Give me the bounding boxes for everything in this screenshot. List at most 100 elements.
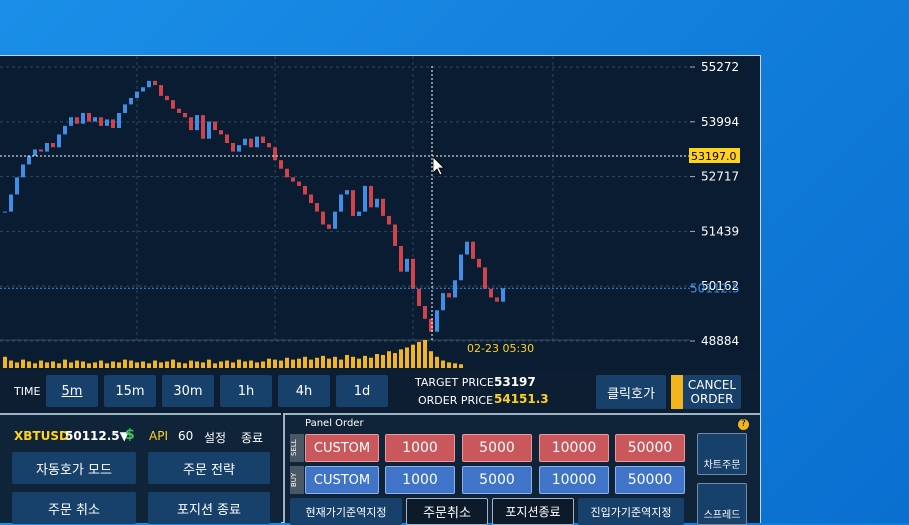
panel-title: Panel Order [305,418,364,429]
action-button[interactable]: 주문취소 [406,498,488,525]
settings-link[interactable]: 설정 [204,431,227,445]
volume-bar [411,344,415,368]
buy-qty[interactable]: 1000 [385,466,455,494]
account-button[interactable]: 자동호가 모드 [12,452,136,484]
volume-bar [447,362,451,368]
buy-custom[interactable]: CUSTOM [305,466,379,494]
sell-qty[interactable]: 1000 [385,434,455,462]
volume-bar [255,362,259,368]
cancel-order-button[interactable]: CANCEL ORDER [683,375,741,409]
y-tick-label: 48884 [701,334,739,348]
interval-button[interactable]: 15m [104,375,156,407]
volume-bar [429,351,433,368]
account-button[interactable]: 주문 취소 [12,492,136,524]
volume-bar [357,358,361,368]
candle [243,138,247,146]
candle [255,136,259,148]
buy-qty[interactable]: 50000 [615,466,685,494]
side-button[interactable]: 스프레드 [697,483,747,525]
volume-bar [381,354,385,368]
candle [363,185,367,212]
candle [339,194,343,212]
candle [105,119,109,126]
side-button[interactable]: 차트주문 [697,433,747,475]
target-price-label: TARGET PRICE [415,376,494,389]
sell-qty[interactable]: 10000 [539,434,609,462]
candle [117,112,121,128]
candle [69,117,73,126]
account-button[interactable]: 포지션 종료 [148,492,270,524]
account-button[interactable]: 주문 전략 [148,452,270,484]
api-value: 60 [178,429,194,443]
volume-bar [327,358,331,368]
volume-bar [189,360,193,368]
candle [27,155,31,165]
candle [189,117,193,131]
candle [249,138,253,148]
volume-bar [3,356,7,368]
interval-button[interactable]: 5m [46,375,98,407]
candle [333,211,337,229]
buy-qty[interactable]: 5000 [462,466,532,494]
symbol: XBTUSD [14,429,69,443]
interval-button[interactable]: 30m [162,375,214,407]
volume-bar [27,361,31,368]
volume-bar [159,362,163,368]
volume-bar [123,359,127,368]
volume-bar [195,361,199,368]
volume-bar [303,356,307,368]
interval-button[interactable]: 1h [220,375,272,407]
buy-qty[interactable]: 10000 [539,466,609,494]
interval-button[interactable]: 4h [278,375,330,407]
candle [459,254,463,281]
candle [81,112,85,124]
candle [435,310,439,332]
candle [63,125,67,135]
y-tick-label: 51439 [701,224,739,238]
candle [51,143,55,148]
chart-bg [0,56,760,370]
volume-bar [453,363,457,368]
volume-bar [141,361,145,368]
volume-bar [333,356,337,368]
sell-qty[interactable]: 50000 [615,434,685,462]
order-price: 54151.3 [494,392,549,406]
candle [123,104,127,113]
api-label: API [149,429,168,443]
dollar-icon: $ [125,427,135,443]
candle [501,288,505,302]
sell-qty[interactable]: 5000 [462,434,532,462]
candle [489,288,493,298]
candle [303,185,307,195]
volume-bar [135,362,139,368]
volume-bar [69,362,73,368]
candle [423,305,427,319]
candle [351,190,355,216]
volume-bar [39,360,43,368]
interval-button[interactable]: 1d [336,375,388,407]
volume-bar [243,361,247,368]
sell-custom[interactable]: CUSTOM [305,434,379,462]
candle [405,258,409,272]
candle [447,293,451,298]
candle [477,258,481,268]
action-button[interactable]: 현재가기준역지정 [290,498,402,525]
volume-bar [225,360,229,368]
candle [453,280,457,298]
action-button[interactable]: 포지션종료 [492,498,574,525]
volume-bar [111,361,115,368]
help-icon[interactable]: ? [738,419,749,430]
exit-link[interactable]: 종료 [241,431,264,445]
candle [21,164,25,178]
action-button[interactable]: 진입가기준역지정 [578,498,684,525]
volume-bar [87,363,91,368]
click-quote-button[interactable]: 클릭호가 [596,375,666,409]
volume-bar [369,357,373,368]
candle [315,203,319,212]
candle [159,85,163,96]
volume-bar [297,358,301,368]
volume-bar [387,351,391,368]
volume-bar [267,358,271,368]
volume-bar [9,360,13,368]
candle [417,288,421,306]
